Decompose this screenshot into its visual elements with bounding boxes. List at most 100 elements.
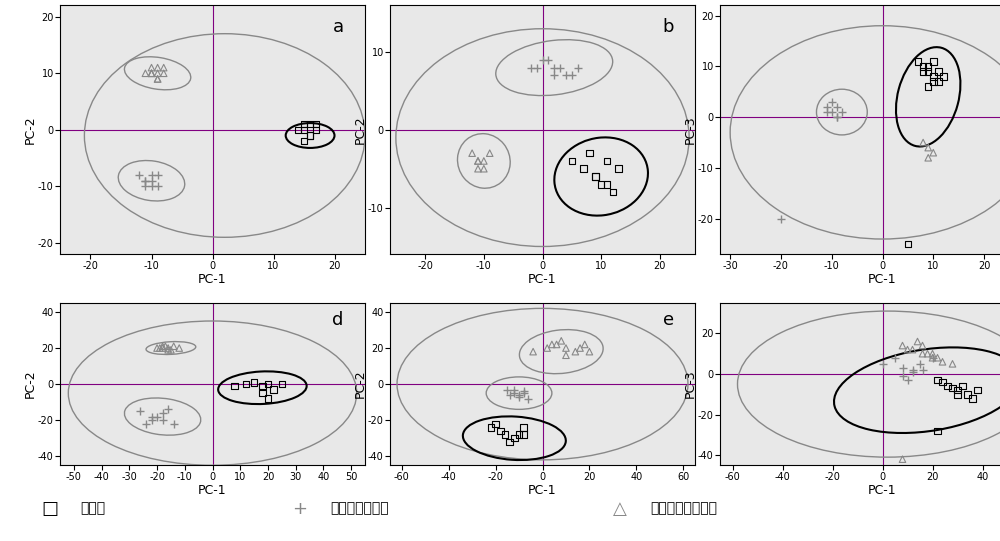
Point — [516, 423, 532, 432]
Point — [930, 77, 946, 86]
Point — [570, 63, 586, 72]
Point — [150, 182, 166, 191]
Point — [564, 71, 580, 80]
Point — [925, 148, 941, 157]
Point — [470, 157, 486, 166]
Text: △: △ — [613, 499, 627, 518]
Point — [464, 149, 480, 157]
Text: d: d — [332, 311, 344, 329]
Point — [144, 176, 160, 185]
Point — [910, 57, 926, 65]
Point — [930, 67, 946, 76]
Point — [894, 455, 910, 464]
Point — [470, 157, 486, 166]
Point — [137, 176, 153, 185]
Point — [930, 353, 946, 362]
Point — [492, 427, 508, 436]
Point — [935, 72, 951, 81]
Point — [930, 426, 946, 435]
Point — [156, 63, 172, 72]
Point — [137, 176, 153, 185]
Point — [567, 347, 583, 356]
Point — [516, 387, 532, 395]
Point — [160, 344, 176, 352]
Point — [520, 394, 536, 403]
Point — [904, 345, 920, 354]
Point — [296, 120, 312, 129]
Point — [150, 75, 166, 83]
Point — [483, 423, 499, 432]
Point — [525, 347, 541, 356]
Text: a: a — [333, 18, 344, 36]
Point — [544, 340, 560, 349]
Point — [915, 62, 931, 71]
Text: 某品牌卷烟暴露组: 某品牌卷烟暴露组 — [650, 502, 717, 516]
Text: e: e — [663, 311, 674, 329]
Point — [581, 347, 597, 356]
Point — [144, 416, 160, 425]
Point — [564, 157, 580, 166]
Point — [155, 344, 171, 352]
Point — [166, 342, 182, 351]
Point — [920, 67, 936, 76]
Point — [488, 419, 504, 428]
Point — [296, 137, 312, 146]
Point — [934, 358, 950, 366]
Point — [900, 345, 916, 354]
Point — [149, 412, 165, 421]
Point — [834, 108, 850, 116]
Point — [900, 240, 916, 248]
Point — [925, 77, 941, 86]
Point — [150, 75, 166, 83]
Point — [238, 380, 254, 388]
Point — [539, 344, 555, 352]
Point — [155, 342, 171, 351]
Point — [954, 382, 970, 391]
Point — [131, 171, 147, 180]
Point — [132, 407, 148, 415]
Point — [290, 126, 306, 134]
Point — [157, 342, 173, 351]
Point — [516, 389, 532, 398]
Point — [308, 126, 324, 134]
Point — [144, 63, 160, 72]
Point — [572, 344, 588, 352]
Point — [829, 103, 845, 111]
Point — [894, 341, 910, 350]
Point — [558, 344, 574, 352]
Y-axis label: PC-3: PC-3 — [683, 116, 696, 144]
Y-axis label: PC-3: PC-3 — [683, 370, 696, 398]
Point — [516, 430, 532, 439]
Point — [144, 69, 160, 77]
Point — [529, 63, 545, 72]
Point — [581, 149, 597, 157]
Point — [611, 164, 627, 173]
Point — [511, 430, 527, 439]
X-axis label: PC-1: PC-1 — [868, 484, 897, 497]
Point — [874, 359, 891, 368]
Point — [904, 368, 920, 377]
Point — [254, 389, 270, 398]
Point — [155, 416, 171, 425]
Point — [476, 164, 492, 173]
Point — [950, 390, 966, 399]
Point — [482, 149, 498, 157]
Point — [523, 63, 539, 72]
Point — [150, 69, 166, 77]
Point — [506, 389, 522, 398]
Point — [260, 380, 276, 388]
Text: b: b — [662, 18, 674, 36]
Point — [910, 337, 926, 346]
Point — [924, 353, 940, 362]
Point — [137, 182, 153, 191]
Point — [160, 405, 176, 414]
Point — [599, 157, 615, 166]
Point — [511, 392, 527, 401]
Point — [773, 214, 789, 223]
Point — [540, 56, 556, 64]
Point — [904, 366, 920, 374]
Point — [511, 391, 527, 399]
Point — [920, 143, 936, 152]
Point — [499, 385, 515, 394]
Point — [924, 349, 940, 358]
